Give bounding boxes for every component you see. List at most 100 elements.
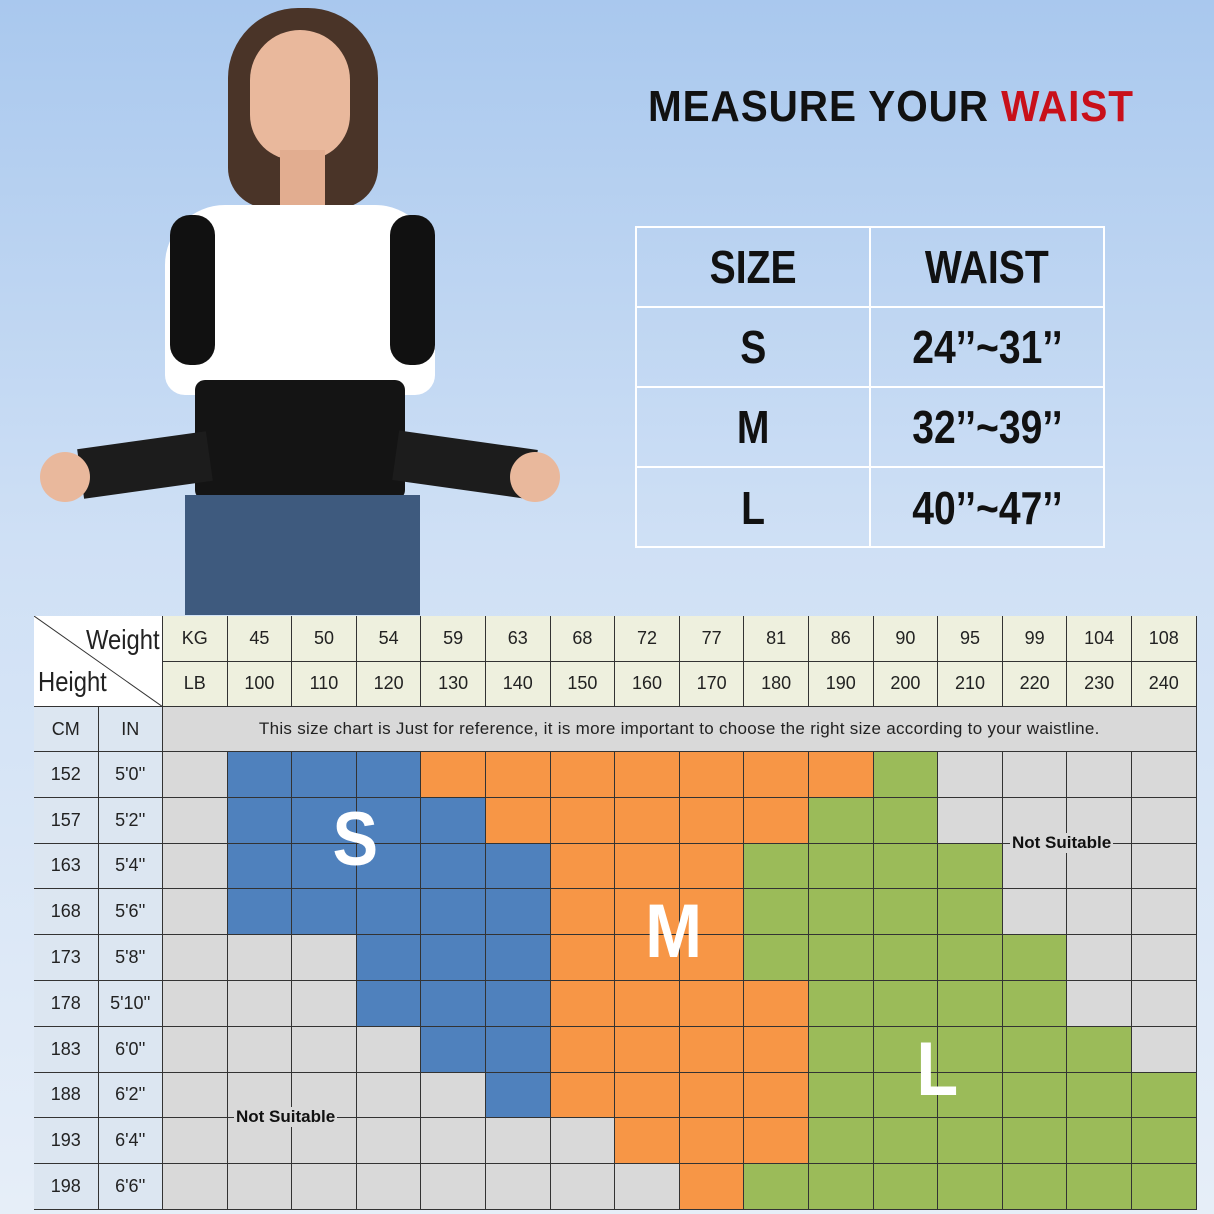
size-cell-l bbox=[1132, 1072, 1197, 1119]
size-cell-l bbox=[873, 935, 939, 981]
size-cell-l bbox=[809, 1164, 874, 1210]
size-cell-s bbox=[486, 843, 551, 890]
lb-value: 200 bbox=[873, 661, 939, 707]
size-cell-l bbox=[809, 797, 874, 844]
waist-header-waist: WAIST bbox=[871, 228, 1105, 308]
not-suitable-cell bbox=[227, 981, 293, 1027]
height-in: 5'4'' bbox=[98, 843, 163, 890]
size-cell-l bbox=[873, 981, 939, 1027]
not-suitable-cell bbox=[1132, 1026, 1197, 1073]
size-cell-m bbox=[615, 889, 680, 936]
kg-value: 72 bbox=[615, 616, 680, 662]
kg-value: 77 bbox=[679, 616, 745, 662]
lb-value: 140 bbox=[486, 661, 551, 707]
lb-label: LB bbox=[163, 661, 228, 707]
kg-value: 59 bbox=[421, 616, 486, 662]
size-cell-m bbox=[615, 1026, 680, 1073]
size-cell-l bbox=[873, 843, 939, 890]
size-cell-m bbox=[679, 1118, 745, 1165]
not-suitable-cell bbox=[486, 1118, 551, 1165]
size-cell-s bbox=[292, 889, 357, 936]
size-cell-m bbox=[679, 1164, 745, 1210]
size-cell-l bbox=[1002, 935, 1068, 981]
lb-value: 170 bbox=[679, 661, 745, 707]
size-cell-l bbox=[873, 1118, 939, 1165]
size-cell-s bbox=[486, 981, 551, 1027]
not-suitable-cell bbox=[1132, 935, 1197, 981]
kg-value: 86 bbox=[809, 616, 874, 662]
waist-table: SIZE WAIST S 24’’~31’’ M 32’’~39’’ L 40’… bbox=[635, 226, 1105, 548]
kg-value: 68 bbox=[550, 616, 616, 662]
not-suitable-cell bbox=[1002, 752, 1068, 798]
size-cell-s bbox=[356, 935, 422, 981]
not-suitable-cell bbox=[1132, 797, 1197, 844]
size-cell-l bbox=[809, 1118, 874, 1165]
size-cell-l bbox=[938, 1164, 1003, 1210]
height-in: 6'4'' bbox=[98, 1118, 163, 1165]
size-cell-s bbox=[421, 981, 486, 1027]
waist-range-l: 40’’~47’’ bbox=[871, 468, 1105, 548]
size-cell-s bbox=[486, 935, 551, 981]
waist-range-m: 32’’~39’’ bbox=[871, 388, 1105, 468]
waist-size-m: M bbox=[637, 388, 871, 468]
size-cell-l bbox=[1067, 1118, 1132, 1165]
blank-cell bbox=[163, 981, 228, 1027]
size-cell-l bbox=[1002, 1118, 1068, 1165]
size-cell-l bbox=[809, 1072, 874, 1119]
title-highlight: WAIST bbox=[1001, 82, 1134, 131]
size-cell-l bbox=[938, 889, 1003, 936]
not-suitable-cell bbox=[615, 1164, 680, 1210]
height-cm: 157 bbox=[34, 797, 99, 844]
not-suitable-cell bbox=[356, 1072, 422, 1119]
size-cell-l bbox=[809, 843, 874, 890]
size-cell-l bbox=[744, 843, 809, 890]
model-photo bbox=[30, 0, 590, 615]
size-cell-m bbox=[679, 797, 745, 844]
not-suitable-cell bbox=[227, 1026, 293, 1073]
height-cm: 163 bbox=[34, 843, 99, 890]
not-suitable-cell bbox=[421, 1072, 486, 1119]
size-cell-m bbox=[550, 843, 616, 890]
size-cell-m bbox=[486, 752, 551, 798]
blank-cell bbox=[163, 797, 228, 844]
blank-cell bbox=[163, 752, 228, 798]
size-cell-l bbox=[938, 1026, 1003, 1073]
blank-cell bbox=[163, 935, 228, 981]
not-suitable-cell bbox=[938, 752, 1003, 798]
height-in: 5'10'' bbox=[98, 981, 163, 1027]
size-m-label: M bbox=[645, 889, 703, 974]
size-cell-l bbox=[873, 752, 939, 798]
size-cell-l bbox=[809, 981, 874, 1027]
lb-value: 210 bbox=[938, 661, 1003, 707]
size-cell-s bbox=[292, 843, 357, 890]
size-cell-m bbox=[679, 843, 745, 890]
size-cell-l bbox=[873, 1164, 939, 1210]
size-cell-m bbox=[550, 1026, 616, 1073]
not-suitable-cell bbox=[356, 1164, 422, 1210]
size-cell-s bbox=[421, 935, 486, 981]
size-cell-l bbox=[1067, 1164, 1132, 1210]
height-in: 6'6'' bbox=[98, 1164, 163, 1210]
not-suitable-cell bbox=[1002, 889, 1068, 936]
size-cell-l bbox=[873, 889, 939, 936]
size-cell-m bbox=[421, 752, 486, 798]
not-suitable-cell bbox=[292, 1026, 357, 1073]
size-cell-l bbox=[1002, 981, 1068, 1027]
not-suitable-cell bbox=[1132, 843, 1197, 890]
size-cell-l bbox=[744, 1164, 809, 1210]
size-cell-s bbox=[486, 889, 551, 936]
not-suitable-cell bbox=[227, 935, 293, 981]
height-in: 5'2'' bbox=[98, 797, 163, 844]
reference-note: This size chart is Just for reference, i… bbox=[163, 707, 1197, 752]
size-cell-m bbox=[550, 889, 616, 936]
size-cell-s bbox=[486, 1026, 551, 1073]
not-suitable-cell bbox=[1132, 752, 1197, 798]
not-suitable-cell bbox=[486, 1164, 551, 1210]
not-suitable-cell bbox=[292, 1164, 357, 1210]
lb-value: 230 bbox=[1067, 661, 1132, 707]
size-l-label: L bbox=[916, 1027, 959, 1112]
size-cell-l bbox=[809, 1026, 874, 1073]
blank-cell bbox=[163, 843, 228, 890]
size-cell-l bbox=[938, 935, 1003, 981]
corner-header: Weight Height bbox=[34, 616, 163, 707]
